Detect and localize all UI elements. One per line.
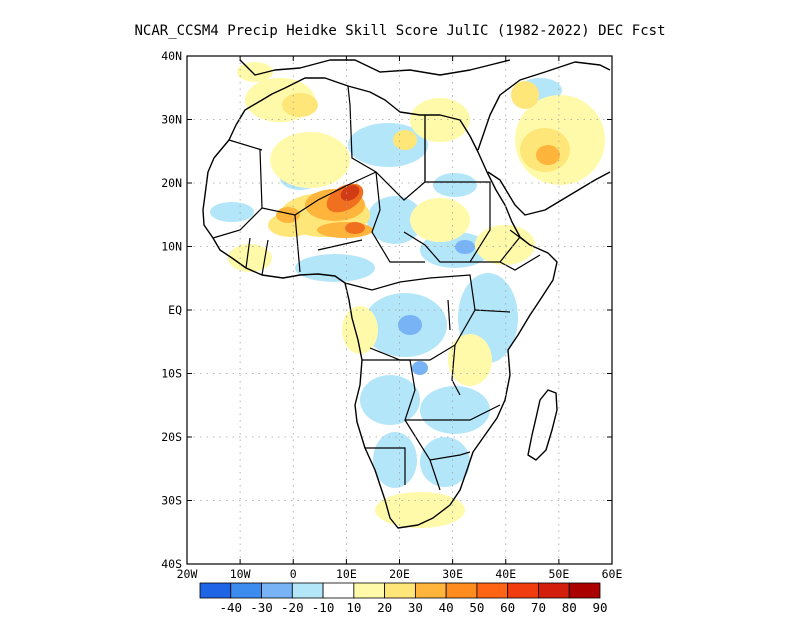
colorbar-swatch (414, 582, 447, 599)
shade-pos-algeria (270, 132, 350, 188)
africa-coastline (202, 77, 558, 529)
colorbar-label: 50 (469, 600, 484, 615)
shade-pos-egypt (410, 98, 470, 142)
shade-neg2-congo (398, 315, 422, 335)
shade-pos2-morocco (282, 93, 318, 117)
chart-title: NCAR_CCSM4 Precip Heidke Skill Score Jul… (134, 23, 665, 39)
shade-pos4-chad (345, 222, 365, 234)
colorbar-swatch (476, 582, 509, 599)
arabia-coastline (477, 61, 611, 216)
colorbar-swatch (230, 582, 262, 599)
lat-tick-label: EQ (168, 303, 182, 317)
shade-neg-egypt (433, 173, 477, 197)
lat-tick-label: 40N (161, 49, 182, 63)
graticule (187, 56, 612, 564)
colorbar-swatch (322, 582, 355, 599)
lat-tick-label: 30N (161, 113, 182, 127)
shade-neg-botswana (420, 437, 470, 487)
colorbar: -40 -30 -20 -10 10 20 30 40 50 60 70 80 90 (199, 582, 608, 615)
lon-tick-label: 60E (602, 567, 623, 581)
colorbar-label: 40 (439, 600, 454, 615)
mediterranean-north (239, 59, 511, 76)
border-chad (371, 171, 425, 263)
lat-tick-label: 20N (161, 176, 182, 190)
colorbar-label: -40 (219, 600, 242, 615)
lon-tick-label: 10E (336, 567, 357, 581)
shade-neg-west-africa (210, 202, 254, 222)
shade-neg-zambia (420, 386, 490, 434)
shade-pos5-niger (340, 185, 360, 201)
colorbar-swatch (507, 582, 539, 599)
border-angola-zambia (362, 359, 501, 421)
colorbar-swatch (538, 582, 570, 599)
colorbar-swatch (384, 582, 416, 599)
border-congo (344, 274, 476, 361)
coastlines (202, 59, 611, 529)
colorbar-label: 30 (408, 600, 423, 615)
colorbar-swatch (445, 582, 478, 599)
colorbar-label: 60 (500, 600, 515, 615)
colorbar-label: -20 (281, 600, 304, 615)
lon-tick-label: 20W (177, 567, 198, 581)
shade-pos3-algeria (276, 207, 300, 223)
border-nigeria (294, 214, 363, 273)
colorbar-swatch (199, 582, 232, 599)
border-west (212, 139, 269, 276)
shade-pos-ethiopia (475, 225, 535, 265)
colorbar-swatches (199, 582, 601, 599)
shade-pos2-egypt (393, 130, 417, 150)
shade-pos2-iraq (511, 81, 539, 109)
lat-tick-label: 10S (161, 367, 182, 381)
shade-pos-iberia (237, 62, 273, 82)
country-borders (212, 85, 541, 491)
shade-neg-namibia (373, 432, 417, 488)
colorbar-label: 20 (377, 600, 392, 615)
shade-neg2-sudan (455, 240, 475, 254)
lon-tick-label: 50E (548, 567, 569, 581)
shade-pos-southafrica (375, 492, 465, 528)
axis-tick-marks (186, 55, 613, 565)
colorbar-label: 80 (562, 600, 577, 615)
lat-tick-label: 10N (161, 240, 182, 254)
colorbar-label: 70 (531, 600, 546, 615)
colorbar-label: 90 (592, 600, 607, 615)
lon-tick-label: 20E (389, 567, 410, 581)
lat-tick-label: 30S (161, 494, 182, 508)
shade-neg2-mozambique (412, 361, 428, 375)
longitude-tick-labels: 20W 10W 0 10E 20E 30E 40E 50E 60E (177, 567, 623, 581)
shade-pos3-nigeria (317, 222, 373, 238)
colorbar-swatch (261, 582, 293, 599)
shade-pos-westcoast (228, 244, 272, 272)
colorbar-label: -10 (312, 600, 335, 615)
border-horn (499, 229, 541, 271)
colorbar-swatch (291, 582, 324, 599)
shade-pos-gabon (342, 306, 378, 354)
shade-pos3-arabia (536, 145, 560, 165)
lon-tick-label: 30E (442, 567, 463, 581)
shade-neg-gulf-guinea (295, 254, 375, 282)
colorbar-labels: -40 -30 -20 -10 10 20 30 40 50 60 70 80 90 (219, 600, 607, 615)
map-panel: 40N 30N 20N 10N EQ 10S 20S 30S 40S 20W 10W 0 10E 20E… (161, 49, 622, 581)
latitude-tick-labels: 40N 30N 20N 10N EQ 10S 20S 30S 40S (161, 49, 182, 571)
colorbar-swatch (568, 582, 601, 599)
shade-neg-angola (360, 375, 420, 425)
lon-tick-label: 10W (230, 567, 251, 581)
shade-neg-chad (367, 196, 423, 244)
lat-tick-label: 40S (161, 557, 182, 571)
madagascar-coastline (527, 389, 558, 461)
border-mali-niger (259, 149, 377, 216)
lon-tick-label: 40E (495, 567, 516, 581)
border-lakes (447, 299, 461, 396)
border-southern (365, 419, 471, 491)
shade-pos-sudan (410, 198, 470, 242)
colorbar-label: 10 (346, 600, 361, 615)
colorbar-label: -30 (250, 600, 273, 615)
lat-tick-label: 20S (161, 430, 182, 444)
lon-tick-label: 0 (290, 567, 297, 581)
colorbar-swatch (353, 582, 386, 599)
shade-pos-tanzania (448, 334, 492, 386)
